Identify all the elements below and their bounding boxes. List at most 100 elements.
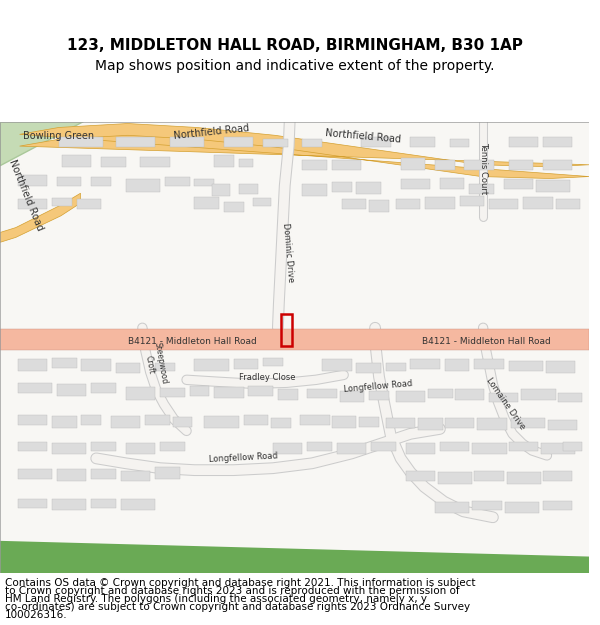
Bar xyxy=(91,469,116,479)
Bar xyxy=(101,157,125,167)
Bar xyxy=(302,160,327,169)
Bar xyxy=(190,386,209,396)
Text: Bowling Green: Bowling Green xyxy=(23,131,94,141)
Bar xyxy=(91,442,116,451)
Bar xyxy=(121,499,155,511)
Bar xyxy=(523,197,553,209)
Bar xyxy=(556,199,580,209)
Bar xyxy=(204,416,239,428)
Text: 100026316.: 100026316. xyxy=(5,609,68,619)
Bar xyxy=(160,442,185,451)
Text: co-ordinates) are subject to Crown copyright and database rights 2023 Ordnance S: co-ordinates) are subject to Crown copyr… xyxy=(5,602,470,612)
Bar xyxy=(214,387,244,399)
Bar xyxy=(469,184,494,194)
Bar xyxy=(17,359,47,371)
Text: Dominic Drive: Dominic Drive xyxy=(281,222,295,282)
Bar xyxy=(244,415,268,425)
Bar xyxy=(460,196,484,206)
Bar xyxy=(116,138,155,147)
Bar xyxy=(474,471,504,481)
Bar xyxy=(536,181,571,192)
Bar xyxy=(361,138,391,147)
Bar xyxy=(263,139,288,147)
Bar xyxy=(474,359,504,369)
Bar xyxy=(440,442,469,451)
Bar xyxy=(356,363,381,373)
Bar xyxy=(52,499,86,511)
Bar xyxy=(401,158,425,169)
Bar xyxy=(173,417,193,427)
Bar xyxy=(271,418,290,428)
Bar xyxy=(425,197,455,209)
Bar xyxy=(386,363,406,371)
Text: Northfield Road: Northfield Road xyxy=(173,123,250,141)
Bar xyxy=(59,138,103,147)
Bar xyxy=(386,418,415,428)
Bar xyxy=(160,388,185,398)
Bar xyxy=(511,418,545,428)
Bar xyxy=(489,199,518,209)
Bar xyxy=(82,415,101,425)
Polygon shape xyxy=(0,541,589,573)
Bar xyxy=(155,363,175,371)
Bar xyxy=(239,184,258,194)
Bar xyxy=(477,418,506,430)
Bar xyxy=(62,155,91,167)
Bar xyxy=(273,442,302,454)
Bar xyxy=(506,472,541,484)
Bar xyxy=(194,179,214,186)
Text: Northfield Road: Northfield Road xyxy=(8,158,46,232)
Bar xyxy=(307,442,332,451)
Bar xyxy=(410,138,435,147)
Bar xyxy=(369,200,389,212)
Bar xyxy=(371,442,396,451)
Bar xyxy=(543,138,572,147)
Bar xyxy=(445,359,469,371)
Bar xyxy=(548,420,577,430)
Bar xyxy=(546,361,575,373)
Text: Contains OS data © Crown copyright and database right 2021. This information is : Contains OS data © Crown copyright and d… xyxy=(5,578,475,588)
Text: Steepwood
Croft: Steepwood Croft xyxy=(142,341,169,387)
Bar xyxy=(307,389,337,399)
Bar xyxy=(214,155,233,167)
Bar xyxy=(0,121,589,573)
Bar xyxy=(281,314,292,346)
Bar xyxy=(17,382,52,392)
Bar xyxy=(17,499,47,508)
Bar xyxy=(440,177,464,189)
Bar xyxy=(194,359,229,371)
Bar xyxy=(445,418,474,428)
Bar xyxy=(521,389,556,401)
Bar xyxy=(145,415,170,425)
Bar xyxy=(509,138,538,147)
Bar xyxy=(322,359,352,371)
Bar xyxy=(401,179,430,189)
Bar xyxy=(396,391,425,402)
Bar xyxy=(0,121,589,573)
Bar xyxy=(406,442,435,454)
Bar xyxy=(0,4,589,121)
Bar xyxy=(464,160,494,169)
Text: Northfield Road: Northfield Road xyxy=(325,128,401,144)
Bar xyxy=(396,199,420,209)
Text: Longfellow Road: Longfellow Road xyxy=(343,379,413,394)
Bar xyxy=(194,197,219,209)
Bar xyxy=(435,160,455,169)
Bar xyxy=(116,363,140,373)
Bar xyxy=(356,182,381,194)
Bar xyxy=(91,176,111,186)
Bar xyxy=(504,179,533,189)
Bar xyxy=(91,382,116,392)
Text: to Crown copyright and database rights 2023 and is reproduced with the permissio: to Crown copyright and database rights 2… xyxy=(5,586,460,596)
Bar xyxy=(302,139,322,147)
Bar xyxy=(541,442,575,454)
Bar xyxy=(438,472,472,484)
Text: B4121 - Middleton Hall Road: B4121 - Middleton Hall Road xyxy=(422,337,551,346)
Bar xyxy=(17,442,47,451)
Bar xyxy=(52,358,77,368)
Bar xyxy=(489,392,518,402)
Bar xyxy=(359,417,379,427)
Bar xyxy=(17,415,47,425)
Bar xyxy=(435,502,469,513)
Bar xyxy=(57,176,82,186)
